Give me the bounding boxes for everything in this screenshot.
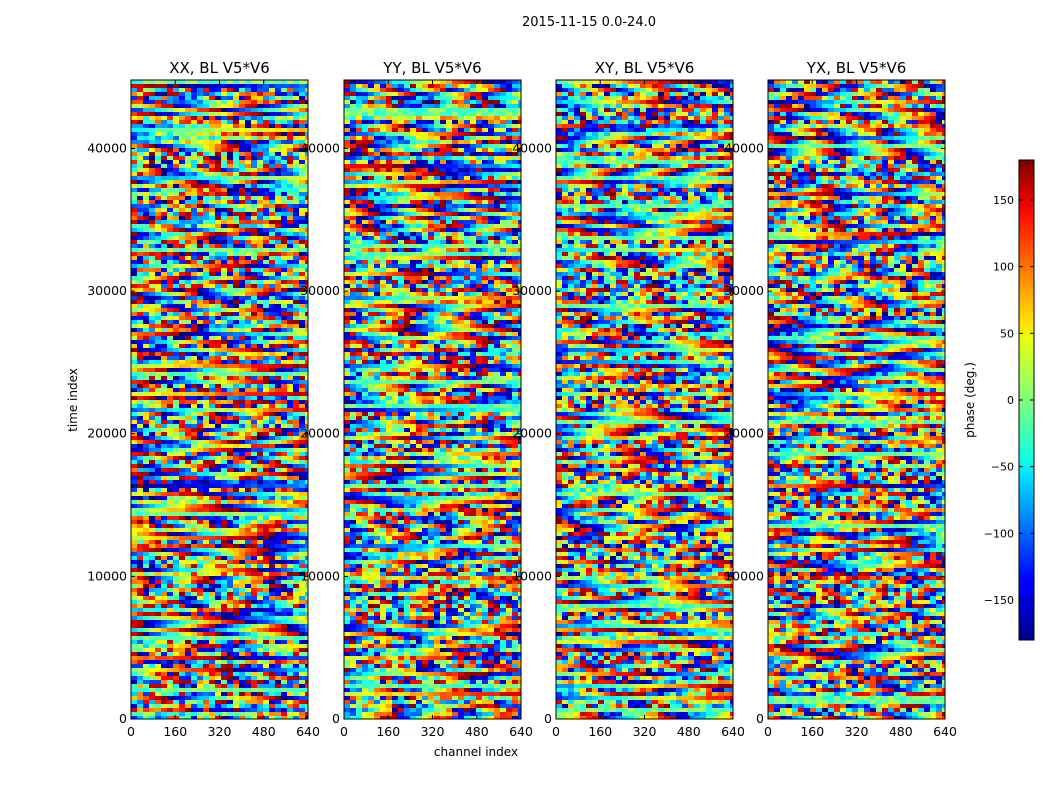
x-tick-label: 0 <box>552 724 560 739</box>
x-tick-label: 480 <box>252 724 276 739</box>
phase-heatmap <box>556 80 734 720</box>
y-tick-label: 40000 <box>724 140 764 155</box>
y-tick-label: 0 <box>332 711 340 726</box>
x-tick-label: 320 <box>208 724 232 739</box>
y-tick-label: 30000 <box>87 283 127 298</box>
y-tick-label: 20000 <box>724 426 764 441</box>
x-tick-label: 320 <box>633 724 657 739</box>
x-tick-label: 480 <box>465 724 489 739</box>
x-tick-label: 0 <box>764 724 772 739</box>
panel-3: XY, BL V5*V6 0 160 320 480 640 0 10000 20000 3000… <box>512 59 745 739</box>
panel-1: XX, BL V5*V6 0 160 320 480 640 0 10000 20000 3000… <box>87 59 320 739</box>
colorbar-ticks: 150 100 50 0 −50 −100 −150 <box>984 194 1034 607</box>
y-tick-label: 10000 <box>300 568 340 583</box>
x-tick-label: 0 <box>127 724 135 739</box>
y-tick-label: 40000 <box>512 140 552 155</box>
x-tick-label: 160 <box>163 724 187 739</box>
phase-heatmap <box>344 80 522 720</box>
colorbar-label: phase (deg.) <box>963 362 977 438</box>
panel-title: XX, BL V5*V6 <box>169 59 270 77</box>
colorbar-tick-label: −150 <box>984 594 1014 607</box>
y-tick-label: 0 <box>119 711 127 726</box>
y-tick-label: 10000 <box>512 568 552 583</box>
x-tick-label: 0 <box>340 724 348 739</box>
x-tick-label: 160 <box>800 724 824 739</box>
x-axis-label: channel index <box>434 745 518 759</box>
panel-title: YX, BL V5*V6 <box>806 59 907 77</box>
panel-title: XY, BL V5*V6 <box>595 59 695 77</box>
y-tick-label: 20000 <box>87 426 127 441</box>
y-tick-label: 0 <box>544 711 552 726</box>
colorbar-tick-label: −100 <box>984 527 1014 540</box>
colorbar-tick-label: 100 <box>993 261 1014 274</box>
x-tick-label: 480 <box>677 724 701 739</box>
phase-heatmap <box>131 80 309 720</box>
panels: XX, BL V5*V6 0 160 320 480 640 0 10000 20000 3000… <box>87 59 957 739</box>
x-tick-label: 640 <box>509 724 533 739</box>
y-tick-label: 20000 <box>512 426 552 441</box>
colorbar-tick-label: −50 <box>991 461 1014 474</box>
y-tick-label: 30000 <box>300 283 340 298</box>
x-tick-label: 160 <box>588 724 612 739</box>
y-tick-label: 30000 <box>724 283 764 298</box>
y-tick-label: 40000 <box>300 140 340 155</box>
y-axis-label: time index <box>66 368 80 432</box>
x-tick-label: 640 <box>296 724 320 739</box>
y-tick-label: 20000 <box>300 426 340 441</box>
colorbar-tick-label: 50 <box>1000 327 1014 340</box>
y-tick-label: 30000 <box>512 283 552 298</box>
panel-title: YY, BL V5*V6 <box>382 59 481 77</box>
panel-2: YY, BL V5*V6 0 160 320 480 640 0 10000 20000 3000… <box>300 59 533 739</box>
x-tick-label: 160 <box>376 724 400 739</box>
y-tick-label: 40000 <box>87 140 127 155</box>
phase-heatmap <box>768 80 946 720</box>
x-tick-label: 640 <box>721 724 745 739</box>
y-tick-label: 0 <box>756 711 764 726</box>
x-tick-label: 480 <box>889 724 913 739</box>
y-tick-label: 10000 <box>87 568 127 583</box>
y-tick-label: 10000 <box>724 568 764 583</box>
panel-4: YX, BL V5*V6 0 160 320 480 640 0 10000 20000 3000… <box>724 59 957 739</box>
x-tick-label: 320 <box>845 724 869 739</box>
colorbar-tick-label: 150 <box>993 194 1014 207</box>
x-tick-label: 320 <box>421 724 445 739</box>
colorbar: 150 100 50 0 −50 −100 −150 phase (deg.) <box>963 159 1035 641</box>
colorbar-tick-label: 0 <box>1007 394 1014 407</box>
figure-title: 2015-11-15 0.0-24.0 <box>522 15 656 30</box>
x-tick-label: 640 <box>933 724 957 739</box>
